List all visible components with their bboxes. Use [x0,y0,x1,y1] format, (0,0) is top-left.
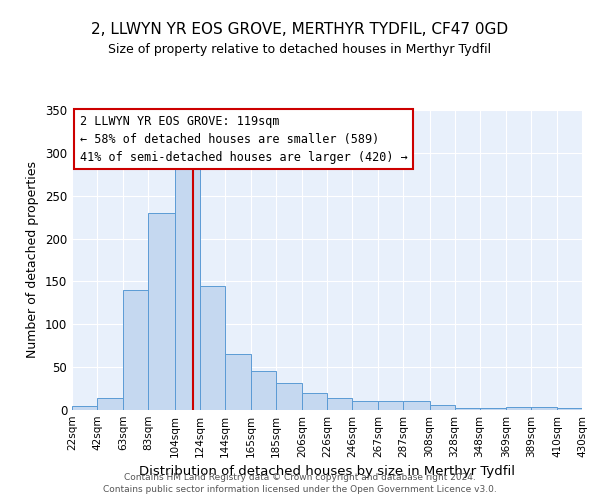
Text: Size of property relative to detached houses in Merthyr Tydfil: Size of property relative to detached ho… [109,42,491,56]
Bar [531,406,557,410]
Bar [148,213,175,410]
Bar [175,164,199,410]
Bar [403,402,430,410]
Bar [455,408,479,410]
Bar [97,398,123,410]
Bar [224,354,251,410]
Bar [276,384,302,410]
Text: Contains HM Land Registry data © Crown copyright and database right 2024.: Contains HM Land Registry data © Crown c… [124,472,476,482]
X-axis label: Distribution of detached houses by size in Merthyr Tydfil: Distribution of detached houses by size … [139,466,515,478]
Bar [506,408,531,410]
Bar [251,370,276,410]
Y-axis label: Number of detached properties: Number of detached properties [26,162,40,358]
Bar [479,408,506,410]
Text: 2 LLWYN YR EOS GROVE: 119sqm
← 58% of detached houses are smaller (589)
41% of s: 2 LLWYN YR EOS GROVE: 119sqm ← 58% of de… [80,114,407,164]
Bar [352,400,378,410]
Bar [123,290,148,410]
Text: Contains public sector information licensed under the Open Government Licence v3: Contains public sector information licen… [103,485,497,494]
Bar [327,398,352,410]
Text: 2, LLWYN YR EOS GROVE, MERTHYR TYDFIL, CF47 0GD: 2, LLWYN YR EOS GROVE, MERTHYR TYDFIL, C… [91,22,509,38]
Bar [302,393,327,410]
Bar [199,286,224,410]
Bar [430,405,455,410]
Bar [72,406,97,410]
Bar [557,408,582,410]
Bar [378,402,403,410]
